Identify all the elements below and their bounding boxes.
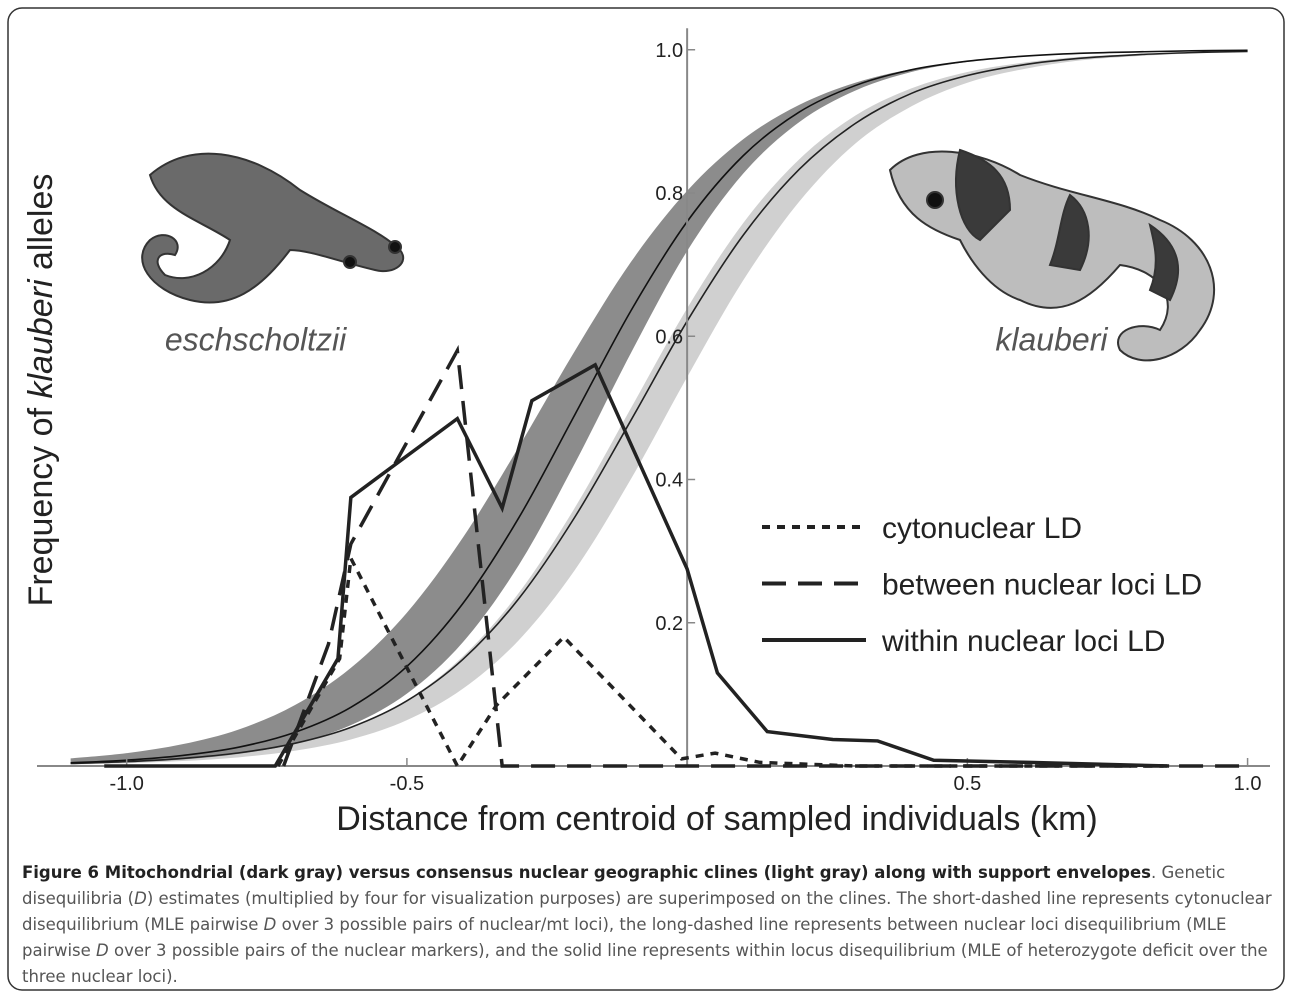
x-tick-label: 1.0 xyxy=(1234,773,1262,795)
salamander-photo xyxy=(141,152,405,304)
y-tick-label: 0.6 xyxy=(655,326,683,348)
ld-line xyxy=(276,552,1164,770)
legend-label: cytonuclear LD xyxy=(882,512,1082,545)
y-tick-label: 1.0 xyxy=(655,40,683,62)
caption-text: D xyxy=(263,915,277,934)
caption-text: . Genetic disequilibria ( xyxy=(22,863,1226,908)
caption-text: over 3 possible pairs of nuclear/mt loci… xyxy=(22,915,1227,960)
y-tick-label: 0.2 xyxy=(655,613,683,635)
legend-label: within nuclear loci LD xyxy=(881,625,1165,658)
y-tick-label: 0.4 xyxy=(655,470,683,492)
caption-text: D xyxy=(134,889,147,908)
figure-frame xyxy=(7,7,1285,991)
ld-line xyxy=(281,344,1248,768)
y-tick-label: 0.8 xyxy=(655,183,683,205)
salamander-photo xyxy=(888,148,1216,362)
caption: Figure 6 Mitochondrial (dark gray) versu… xyxy=(22,860,1272,990)
ld-line xyxy=(104,362,1170,768)
y-axis-label: Frequency of klauberi alleles xyxy=(22,174,60,607)
caption-text: over 3 possible pairs of the nuclear mar… xyxy=(22,941,1268,986)
x-tick-label: -1.0 xyxy=(109,773,143,795)
caption-text: Figure 6 Mitochondrial (dark gray) versu… xyxy=(22,863,1152,882)
caption-text: ) estimates (multiplied by four for visu… xyxy=(22,889,1272,934)
caption-text: D xyxy=(96,941,109,960)
y-axis-label-part: alleles xyxy=(22,174,60,280)
cline-line xyxy=(70,49,1248,764)
cline-envelope xyxy=(70,51,1248,765)
species-label: klauberi xyxy=(995,322,1108,358)
x-tick-label: -0.5 xyxy=(390,773,424,795)
y-axis-label-part: Frequency of xyxy=(22,399,60,607)
y-axis-label-part: klauberi xyxy=(22,278,60,399)
x-axis-label: Distance from centroid of sampled indivi… xyxy=(336,800,1098,838)
species-label: eschscholtzii xyxy=(165,322,347,358)
legend-label: between nuclear loci LD xyxy=(882,569,1202,602)
x-tick-label: 0.5 xyxy=(953,773,981,795)
